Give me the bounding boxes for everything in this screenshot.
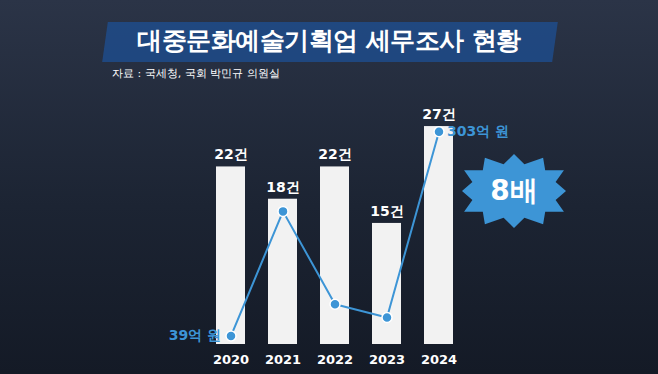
svg-text:2024: 2024 [421,352,457,367]
svg-text:27건: 27건 [422,106,455,122]
svg-text:2023: 2023 [369,352,405,367]
html-text:8배: 8배 [490,174,538,207]
svg-text:303억 원: 303억 원 [447,123,509,139]
svg-text:22건: 22건 [318,146,351,162]
svg-text:2022: 2022 [317,352,353,367]
svg-text:18건: 18건 [266,179,299,195]
html-text:자료 : 국세청, 국회 박민규 의원실: 자료 : 국세청, 국회 박민규 의원실 [112,67,280,80]
svg-text:2021: 2021 [265,352,301,367]
svg-text:15건: 15건 [370,203,403,219]
svg-text:22건: 22건 [214,146,247,162]
svg-text:2020: 2020 [213,352,249,367]
svg-text:39억 원: 39억 원 [169,327,221,343]
html-text:대중문화예술기획업 세무조사 현황: 대중문화예술기획업 세무조사 현황 [137,26,521,55]
